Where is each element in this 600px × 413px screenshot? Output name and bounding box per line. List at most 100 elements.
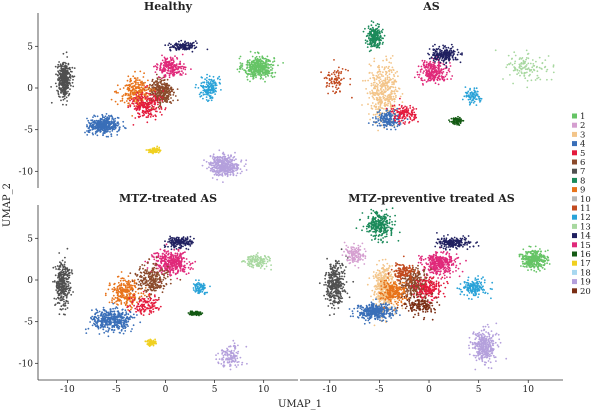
data-point <box>384 94 387 97</box>
data-point <box>168 76 171 79</box>
data-point <box>58 86 61 89</box>
data-point <box>393 115 396 118</box>
data-point <box>263 66 266 68</box>
data-point <box>129 77 132 80</box>
data-point <box>389 112 392 115</box>
data-point <box>128 85 131 88</box>
data-point <box>506 64 509 66</box>
data-point <box>389 105 392 108</box>
data-point <box>151 89 154 92</box>
data-point <box>412 106 414 109</box>
data-point <box>374 103 377 106</box>
data-point <box>137 112 139 114</box>
data-point <box>136 86 139 88</box>
data-point <box>272 61 274 63</box>
data-point <box>391 81 394 83</box>
data-point <box>209 79 211 81</box>
data-point <box>67 94 70 97</box>
data-point <box>206 48 209 51</box>
data-point <box>135 79 138 81</box>
data-point <box>157 76 160 78</box>
data-point <box>391 83 394 86</box>
data-point <box>63 65 66 68</box>
data-point <box>59 76 62 79</box>
data-point <box>524 77 527 80</box>
data-point <box>149 88 152 90</box>
data-point <box>224 172 227 175</box>
data-point <box>94 115 97 118</box>
data-point <box>373 98 376 100</box>
data-point <box>254 70 257 73</box>
data-point <box>277 64 279 67</box>
data-point <box>177 46 179 48</box>
data-point <box>202 97 204 100</box>
data-point <box>171 63 173 66</box>
data-point <box>212 75 215 78</box>
data-point <box>382 92 385 94</box>
data-point <box>255 74 257 77</box>
data-point <box>153 65 155 68</box>
data-point <box>106 120 108 123</box>
data-point <box>527 57 530 60</box>
data-point <box>95 126 97 128</box>
data-point <box>378 70 380 73</box>
data-point <box>212 162 214 165</box>
data-point <box>446 50 448 53</box>
data-point <box>372 124 374 126</box>
data-point <box>253 61 256 64</box>
data-point <box>140 103 143 106</box>
data-point <box>167 86 170 88</box>
data-point <box>370 45 372 48</box>
data-point <box>541 68 543 70</box>
data-point <box>392 98 395 100</box>
data-point <box>333 59 335 61</box>
data-point <box>144 95 146 98</box>
data-point <box>387 67 390 70</box>
data-point <box>531 59 534 61</box>
data-point <box>378 111 380 113</box>
data-point <box>452 51 455 53</box>
data-point <box>154 90 157 93</box>
data-point <box>135 93 138 96</box>
data-point <box>239 172 242 175</box>
data-point <box>98 121 100 124</box>
data-point <box>166 69 169 72</box>
data-point <box>338 66 340 69</box>
scatter-points <box>320 20 555 132</box>
data-point <box>267 63 269 65</box>
data-point <box>172 88 175 91</box>
data-point <box>368 63 371 66</box>
data-point <box>145 97 147 100</box>
data-point <box>372 93 375 96</box>
data-point <box>245 159 248 162</box>
data-point <box>395 90 398 92</box>
data-point <box>144 86 147 88</box>
data-point <box>255 64 258 67</box>
data-point <box>138 109 141 111</box>
data-point <box>105 126 107 129</box>
data-point <box>231 169 234 172</box>
data-point <box>85 332 88 334</box>
data-point <box>102 121 105 124</box>
data-point <box>160 62 163 65</box>
data-point <box>457 115 459 118</box>
data-point <box>114 126 116 129</box>
data-point <box>441 72 444 75</box>
y-tick-label: -10 <box>19 167 34 177</box>
data-point <box>84 131 86 134</box>
data-point <box>69 68 71 71</box>
data-point <box>366 46 369 48</box>
data-point <box>215 167 218 170</box>
data-point <box>104 123 107 125</box>
data-point <box>235 174 238 177</box>
data-point <box>367 27 370 29</box>
data-point <box>451 46 454 48</box>
data-point <box>448 119 450 121</box>
data-point <box>392 95 395 98</box>
data-point <box>125 84 128 87</box>
data-point <box>184 44 187 47</box>
data-point <box>282 62 284 64</box>
data-point <box>189 44 192 47</box>
data-point <box>113 329 116 331</box>
data-point <box>507 54 510 57</box>
